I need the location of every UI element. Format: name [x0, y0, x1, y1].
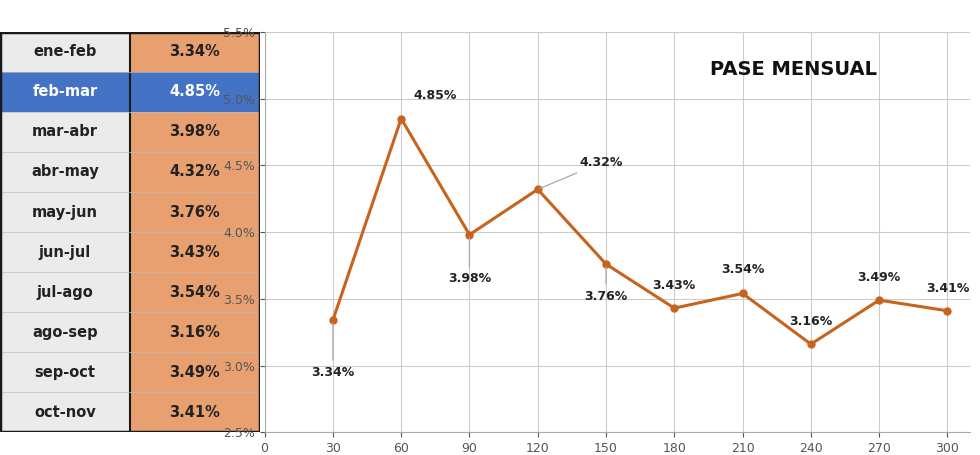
Text: abr-may: abr-may: [31, 165, 99, 179]
Text: 3.76%: 3.76%: [584, 267, 627, 303]
Text: 3.49%: 3.49%: [858, 271, 901, 284]
Bar: [0, 112, 129, 152]
Text: 3.43%: 3.43%: [170, 245, 220, 259]
Text: mar-abr: mar-abr: [32, 125, 98, 139]
Bar: [129, 352, 260, 392]
Text: 4.85%: 4.85%: [414, 90, 457, 102]
Bar: [0, 32, 129, 72]
Bar: [129, 72, 260, 112]
Bar: [0, 72, 129, 112]
Text: 3.76%: 3.76%: [170, 205, 220, 219]
Bar: [129, 152, 260, 192]
Text: 4.85%: 4.85%: [170, 85, 220, 99]
Text: 3.16%: 3.16%: [789, 315, 832, 328]
Bar: [0, 192, 129, 232]
Text: 3.98%: 3.98%: [170, 125, 220, 139]
Text: 3.41%: 3.41%: [170, 405, 220, 420]
Text: ene-feb: ene-feb: [33, 45, 97, 59]
Text: feb-mar: feb-mar: [32, 85, 98, 99]
Bar: [129, 112, 260, 152]
Text: 3.16%: 3.16%: [170, 325, 220, 339]
Bar: [129, 312, 260, 352]
Text: 4.32%: 4.32%: [540, 156, 623, 188]
Text: oct-nov: oct-nov: [34, 405, 96, 420]
Bar: [0, 312, 129, 352]
Bar: [0, 152, 129, 192]
Text: 3.34%: 3.34%: [312, 323, 355, 379]
Text: PASE MENSUAL: PASE MENSUAL: [710, 60, 877, 79]
Text: ago-sep: ago-sep: [32, 325, 98, 339]
Text: 3.98%: 3.98%: [448, 238, 491, 285]
Text: 3.34%: 3.34%: [170, 45, 220, 59]
Text: jun-jul: jun-jul: [39, 245, 91, 259]
Text: may-jun: may-jun: [32, 205, 98, 219]
Bar: [0, 352, 129, 392]
Text: jul-ago: jul-ago: [36, 285, 93, 299]
Bar: [0, 232, 129, 272]
Text: sep-oct: sep-oct: [34, 365, 95, 379]
Bar: [129, 392, 260, 432]
Text: 4.32%: 4.32%: [170, 165, 220, 179]
Text: 3.54%: 3.54%: [170, 285, 220, 299]
Bar: [129, 232, 260, 272]
Bar: [0, 272, 129, 312]
Text: 3.49%: 3.49%: [170, 365, 220, 379]
Bar: [0, 392, 129, 432]
Text: 3.43%: 3.43%: [653, 279, 696, 292]
Bar: [129, 32, 260, 72]
Text: 3.41%: 3.41%: [926, 282, 969, 294]
Text: 3.54%: 3.54%: [721, 263, 764, 276]
Bar: [129, 192, 260, 232]
Bar: [129, 272, 260, 312]
